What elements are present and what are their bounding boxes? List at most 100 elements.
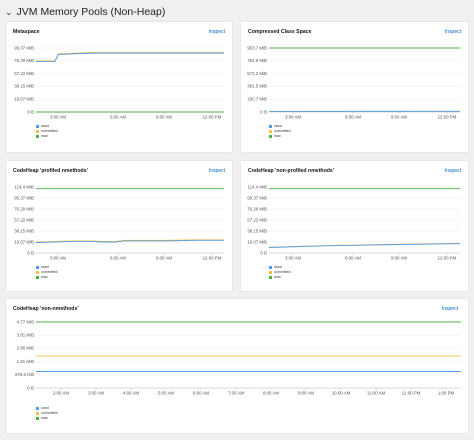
y-tick-label: 57.22 MiB [14,217,34,222]
y-tick-label: 0 B [27,250,34,255]
chart-plot: 95.37 MiB 76.29 MiB 57.22 MiB 38.15 MiB 19.0… [14,45,224,120]
y-tick-label: 19.07 MiB [14,97,34,102]
chart-plot: 114.4 MiB 95.37 MiB 76.29 MiB 57.22 MiB 38.1… [14,184,224,261]
legend-swatch-committed [36,130,39,133]
y-tick-label: 2.86 MiB [17,346,34,351]
x-tick-label: 6:00 AM [345,115,361,120]
x-tick-label: 2:00 AM [53,391,69,396]
chart-card-codeheap-profiled: CodeHeap 'profiled nmethods' Inspect 114… [6,161,232,291]
x-tick-label: 6:00 AM [193,391,209,396]
series-line-committed [35,239,224,243]
series-line-used [35,239,224,243]
x-tick-label: 6:00 AM [345,256,361,261]
y-tick-label: 38.15 MiB [14,228,34,233]
legend-item-max: max [269,134,291,139]
legend-swatch-max [36,276,39,279]
x-tick-label: 7:00 AM [228,391,244,396]
inspect-link[interactable]: Inspect [444,168,461,174]
y-tick-label: 76.29 MiB [247,206,267,211]
legend-swatch-committed [36,271,39,274]
y-tick-label: 57.22 MiB [14,71,34,76]
chart-plot: 4.77 MiB 3.81 MiB 2.86 MiB 1.91 MiB 976.6 Ki… [15,319,461,396]
legend-swatch-max [269,276,272,279]
legend-item-max: max [36,275,58,280]
y-tick-label: 95.37 MiB [14,45,34,50]
x-tick-label: 6:00 AM [110,256,126,261]
y-tick-label: 0 B [27,109,34,114]
x-tick-label: 3:00 AM [50,115,66,120]
section-header[interactable]: ⌄ JVM Memory Pools (Non-Heap) [5,5,165,19]
x-tick-label: 8:00 AM [263,391,279,396]
y-tick-label: 0 B [260,109,267,114]
legend-item-used: used [36,406,58,411]
y-tick-label: 190.7 MiB [247,97,267,102]
y-tick-label: 381.5 MiB [247,84,267,89]
legend-swatch-max [36,417,39,420]
chart-legend: used committed max [36,406,58,421]
y-tick-label: 572.2 MiB [247,71,267,76]
legend-item-used: used [36,124,58,129]
legend-swatch-committed [269,271,272,274]
chart-legend: used committed max [269,265,291,280]
y-tick-label: 19.07 MiB [14,239,34,244]
legend-item-committed: committed [36,411,58,416]
x-tick-label: 9:00 AM [156,256,172,261]
x-tick-label: 5:00 AM [158,391,174,396]
x-tick-label: 9:00 AM [391,115,407,120]
chart-title: CodeHeap 'non-nmethods' [13,306,79,312]
x-tick-label: 10:00 AM [332,391,351,396]
x-tick-label: 3:00 AM [285,256,301,261]
x-tick-label: 1:00 PM [438,391,455,396]
y-tick-label: 976.6 KiB [15,372,34,377]
legend-swatch-committed [269,130,272,133]
x-tick-label: 3:00 AM [50,256,66,261]
y-tick-label: 953.7 MiB [247,45,267,50]
x-tick-label: 12:00 PM [203,115,222,120]
y-tick-label: 19.07 MiB [247,239,267,244]
series-line-committed [36,52,224,62]
inspect-link[interactable]: Inspect [208,168,225,174]
y-tick-label: 4.77 MiB [17,319,34,324]
chart-legend: used committed max [36,265,58,280]
legend-item-used: used [269,124,291,129]
legend-swatch-used [36,407,39,410]
x-tick-label: 9:00 AM [156,115,172,120]
chart-plot: 953.7 MiB 762.9 MiB 572.2 MiB 381.5 MiB 190.… [247,45,461,120]
x-tick-label: 12:00 PM [203,256,222,261]
section-title: JVM Memory Pools (Non-Heap) [16,6,166,18]
legend-swatch-max [36,135,39,138]
legend-item-used: used [36,265,58,270]
y-tick-label: 1.91 MiB [17,359,34,364]
x-tick-label: 3:00 AM [88,391,104,396]
x-tick-label: 9:00 AM [391,256,407,261]
series-line-used [36,52,224,62]
series-line-used [268,243,461,248]
y-tick-label: 3.81 MiB [17,333,34,338]
chart-title: Metaspace [13,29,40,35]
chevron-down-icon[interactable]: ⌄ [5,6,13,17]
y-tick-label: 76.29 MiB [14,206,34,211]
chart-legend: used committed max [36,124,58,139]
y-tick-label: 114.4 MiB [248,184,268,189]
y-tick-label: 762.9 MiB [247,58,267,63]
chart-plot: 114.4 MiB 95.37 MiB 76.29 MiB 57.22 MiB 38.1… [247,184,461,261]
inspect-link[interactable]: Inspect [208,29,225,35]
x-tick-label: 9:00 AM [298,391,314,396]
inspect-link[interactable]: Inspect [444,29,461,35]
legend-item-committed: committed [36,270,58,275]
chart-title: CodeHeap 'profiled nmethods' [13,168,88,174]
chart-title: CodeHeap 'non-profiled nmethods' [248,168,335,174]
inspect-link[interactable]: Inspect [441,306,458,312]
legend-item-max: max [36,134,58,139]
x-tick-label: 11:00 AM [367,391,386,396]
chart-title: Compressed Class Space [248,29,312,35]
legend-item-max: max [269,275,291,280]
legend-swatch-max [269,135,272,138]
y-tick-label: 38.15 MiB [14,84,34,89]
y-tick-label: 0 B [27,385,34,390]
chart-card-metaspace: Metaspace Inspect 95.37 MiB 76.29 MiB 57.2… [6,22,232,152]
legend-item-committed: committed [36,129,58,134]
legend-swatch-used [269,125,272,128]
y-tick-label: 0 B [260,250,267,255]
x-tick-label: 3:00 AM [285,115,301,120]
